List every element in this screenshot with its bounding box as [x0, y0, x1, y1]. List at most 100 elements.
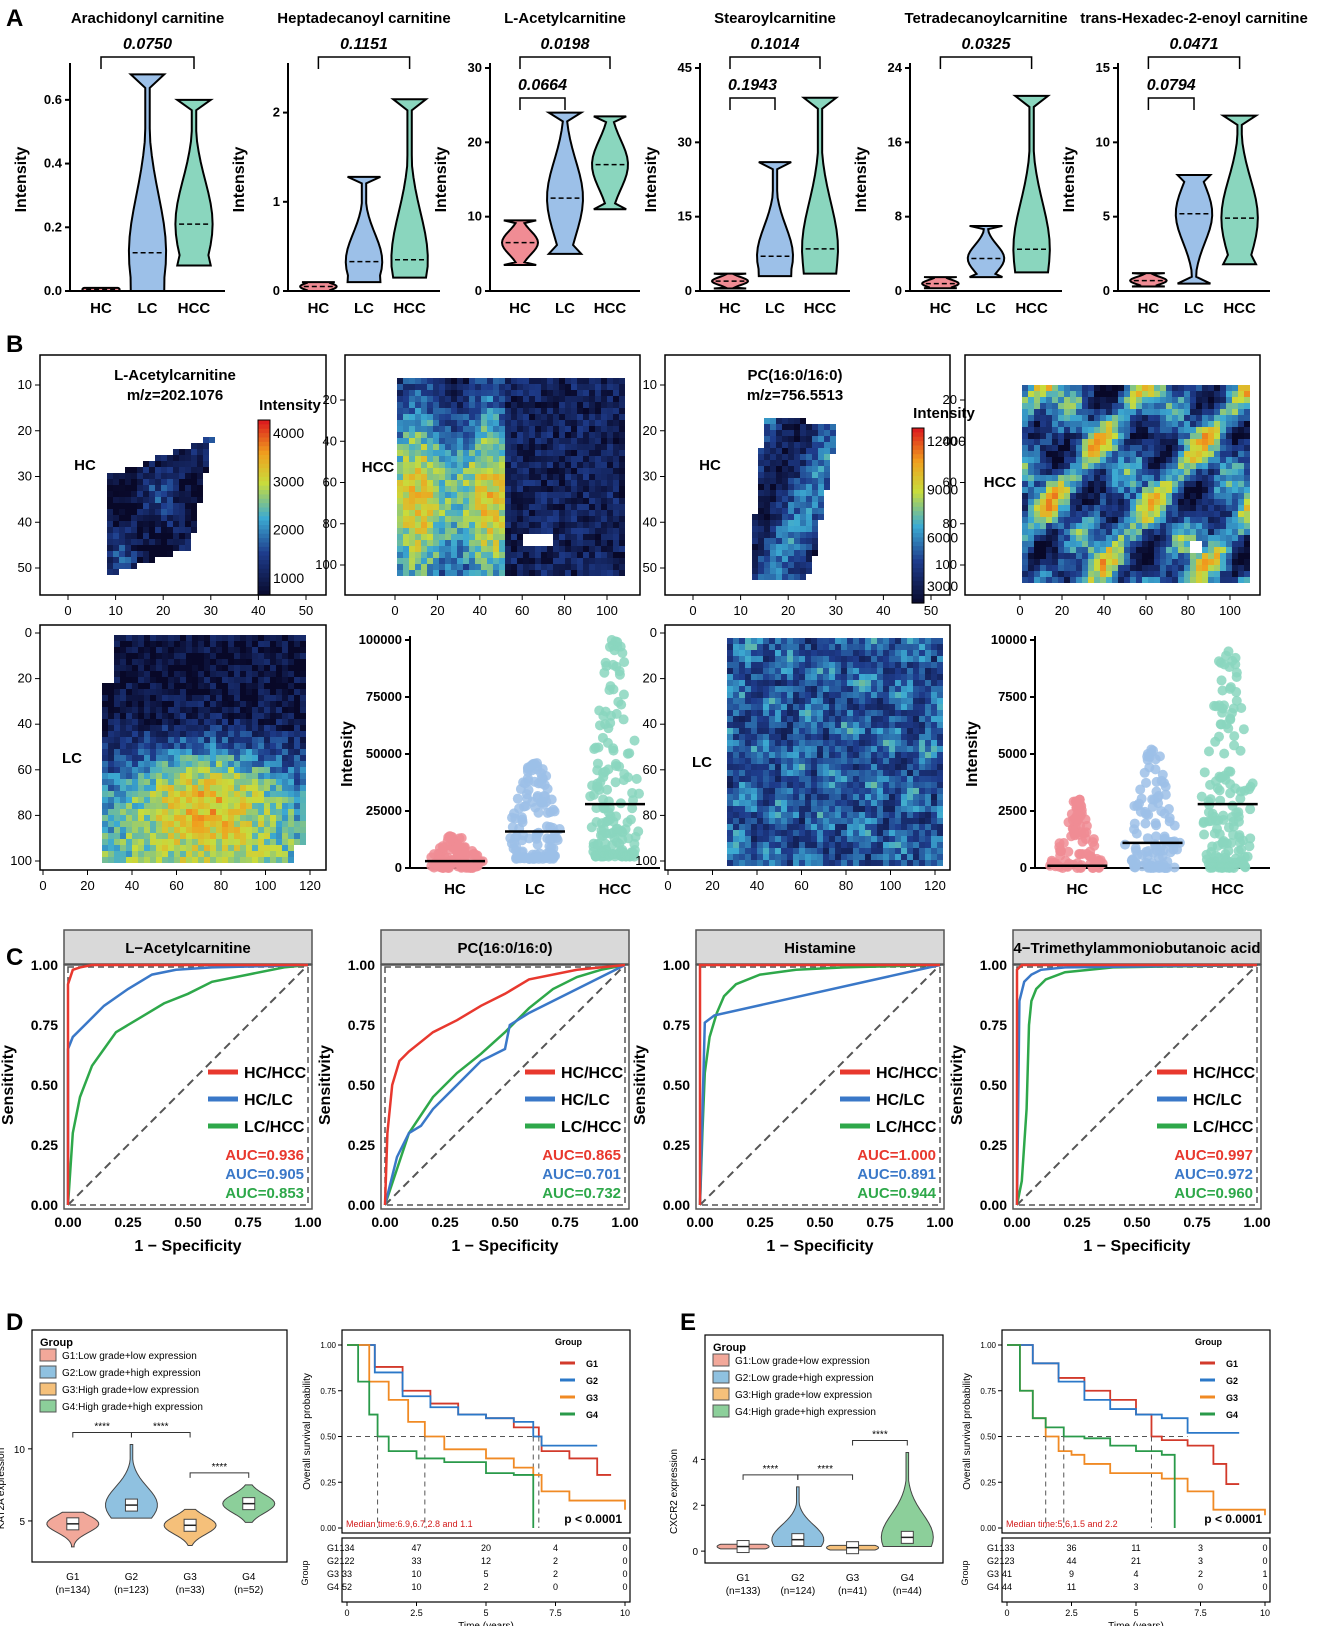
heatmap-pixel [421, 552, 427, 558]
heatmap-pixel [421, 444, 427, 450]
heatmap-pixel [812, 478, 818, 484]
heatmap-pixel [294, 665, 300, 671]
violin-HCC [174, 98, 214, 267]
heatmap-pixel [571, 564, 577, 570]
heatmap-pixel [1124, 403, 1130, 409]
heatmap-pixel [794, 544, 800, 550]
heatmap-pixel [800, 496, 806, 502]
heatmap-pixel [752, 544, 758, 550]
heatmap-pixel [168, 761, 174, 767]
heatmap-pixel [1190, 433, 1196, 439]
x-tick-label: LC [1184, 300, 1204, 317]
heatmap-pixel [451, 462, 457, 468]
heatmap-pixel [132, 749, 138, 755]
heatmap-pixel [1208, 397, 1214, 403]
heatmap-pixel [511, 492, 517, 498]
heatmap-pixel [168, 683, 174, 689]
heatmap-pixel [1190, 427, 1196, 433]
heatmap-pixel [469, 456, 475, 462]
heatmap-pixel [421, 540, 427, 546]
heatmap-pixel [180, 641, 186, 647]
heatmap-pixel [511, 468, 517, 474]
x-tick-label: 0 [39, 878, 46, 893]
heatmap-pixel [168, 641, 174, 647]
heatmap-pixel [1196, 487, 1202, 493]
heatmap-pixel [131, 563, 137, 569]
heatmap-pixel [174, 749, 180, 755]
heatmap-pixel [108, 845, 114, 851]
heatmap-pixel [439, 570, 445, 576]
heatmap-pixel [475, 480, 481, 486]
heatmap-pixel [517, 516, 523, 522]
heatmap-pixel [132, 803, 138, 809]
heatmap-pixel [541, 498, 547, 504]
data-point [520, 778, 531, 789]
heatmap-pixel [511, 456, 517, 462]
heatmap-pixel [1190, 409, 1196, 415]
heatmap-pixel [155, 515, 161, 521]
heatmap-pixel [577, 384, 583, 390]
heatmap-pixel [228, 791, 234, 797]
heatmap-pixel [481, 390, 487, 396]
heatmap-pixel [764, 436, 770, 442]
heatmap-pixel [1022, 409, 1028, 415]
heatmap-pixel [571, 432, 577, 438]
heatmap-pixel [565, 510, 571, 516]
heatmap-pixel [1028, 415, 1034, 421]
heatmap-pixel [240, 803, 246, 809]
heatmap-pixel [1100, 415, 1106, 421]
heatmap-pixel [186, 779, 192, 785]
heatmap-pixel [228, 683, 234, 689]
heatmap-pixel [415, 384, 421, 390]
data-point [629, 838, 640, 849]
heatmap-pixel [1190, 457, 1196, 463]
heatmap-pixel [210, 707, 216, 713]
heatmap-pixel [198, 809, 204, 815]
heatmap-pixel [535, 480, 541, 486]
heatmap-pixel [126, 665, 132, 671]
heatmap-pixel [258, 845, 264, 851]
heatmap-pixel [481, 558, 487, 564]
significance-bracket [519, 56, 611, 69]
heatmap-pixel [126, 731, 132, 737]
heatmap-pixel [216, 827, 222, 833]
heatmap-pixel [788, 550, 794, 556]
heatmap-pixel [788, 418, 794, 424]
heatmap-pixel [120, 653, 126, 659]
heatmap-pixel [505, 504, 511, 510]
panel-label-b: B [6, 331, 23, 358]
heatmap-pixel [487, 462, 493, 468]
heatmap-pixel [613, 486, 619, 492]
heatmap-pixel [288, 827, 294, 833]
heatmap-pixel [595, 564, 601, 570]
plot-frame [664, 354, 951, 596]
heatmap-pixel [1088, 541, 1094, 547]
heatmap-pixel [120, 719, 126, 725]
heatmap-pixel [415, 420, 421, 426]
heatmap-pixel [583, 438, 589, 444]
heatmap-pixel [583, 534, 589, 540]
heatmap-pixel [1232, 451, 1238, 457]
heatmap-pixel [108, 803, 114, 809]
heatmap-pixel [125, 509, 131, 515]
heatmap-pixel [589, 546, 595, 552]
heatmap-pixel [216, 809, 222, 815]
heatmap-pixel [270, 779, 276, 785]
heatmap-pixel [149, 557, 155, 563]
heatmap-pixel [173, 485, 179, 491]
heatmap-pixel [1040, 445, 1046, 451]
heatmap-pixel [409, 534, 415, 540]
heatmap-pixel [180, 851, 186, 857]
heatmap-pixel [469, 474, 475, 480]
heatmap-pixel [1184, 421, 1190, 427]
heatmap-pixel [192, 737, 198, 743]
heatmap-pixel [1220, 481, 1226, 487]
heatmap-pixel [601, 438, 607, 444]
heatmap-pixel [764, 478, 770, 484]
heatmap-pixel [179, 545, 185, 551]
heatmap-pixel [162, 743, 168, 749]
heatmap-pixel [1244, 469, 1250, 475]
heatmap-pixel [1070, 421, 1076, 427]
heatmap-pixel [1118, 409, 1124, 415]
